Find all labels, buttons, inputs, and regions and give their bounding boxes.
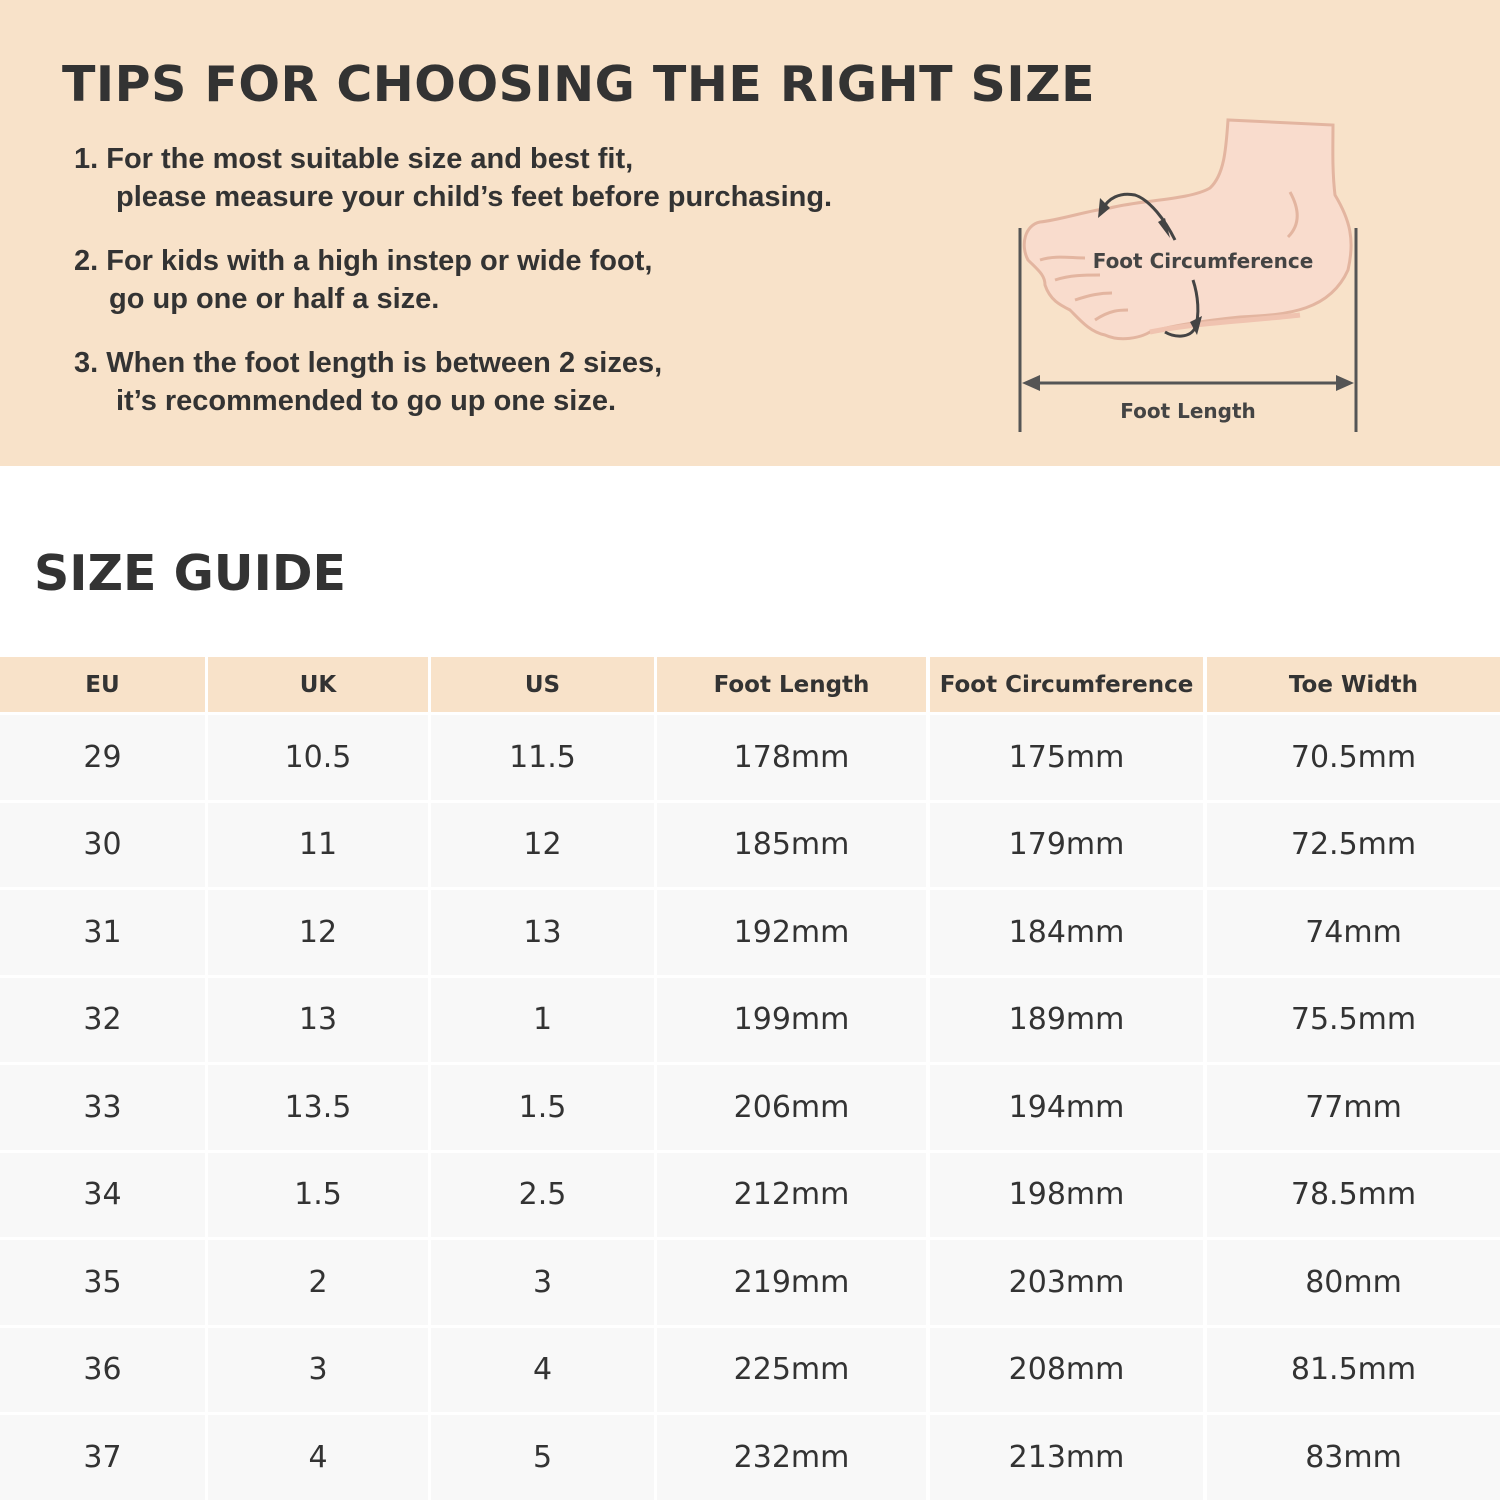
table-cell: 179mm [930, 802, 1203, 887]
table-cell: 185mm [657, 802, 926, 887]
table-cell: 11 [208, 802, 428, 887]
column-header: Foot Length [657, 657, 926, 712]
table-cell: 213mm [930, 1415, 1203, 1500]
foot-illustration [1022, 118, 1353, 341]
table-row: 32 13 1 199mm 189mm 75.5mm [0, 977, 1500, 1062]
table-cell: 2.5 [431, 1152, 654, 1237]
tip-2-line1: 2. For kids with a high instep or wide f… [74, 245, 653, 277]
table-row: 30 11 12 185mm 179mm 72.5mm [0, 802, 1500, 887]
table-cell: 34 [0, 1152, 205, 1237]
table-cell: 70.5mm [1207, 715, 1500, 800]
table-cell: 83mm [1207, 1415, 1500, 1500]
size-guide-title: SIZE GUIDE [34, 545, 346, 602]
column-header: Foot Circumference [930, 657, 1203, 712]
tip-1-line2: please measure your child’s feet before … [116, 181, 833, 213]
table-cell: 80mm [1207, 1240, 1500, 1325]
table-cell: 11.5 [431, 715, 654, 800]
column-header: EU [0, 657, 205, 712]
table-cell: 194mm [930, 1065, 1203, 1150]
table-row: 37 4 5 232mm 213mm 83mm [0, 1415, 1500, 1500]
table-cell: 3 [431, 1240, 654, 1325]
table-header: EU UK US Foot Length Foot Circumference Toe W… [0, 657, 1500, 712]
foot-length-label: Foot Length [1120, 399, 1256, 423]
table-cell: 72.5mm [1207, 802, 1500, 887]
foot-circumference-label: Foot Circumference [1093, 249, 1314, 273]
tips-title: TIPS FOR CHOOSING THE RIGHT SIZE [62, 56, 1096, 113]
column-header: UK [208, 657, 428, 712]
table-cell: 12 [431, 802, 654, 887]
column-header: US [431, 657, 654, 712]
table-cell: 5 [431, 1415, 654, 1500]
tip-3: 3. When the foot length is between 2 siz… [74, 344, 662, 420]
table-cell: 199mm [657, 977, 926, 1062]
table-cell: 2 [208, 1240, 428, 1325]
table-row: 31 12 13 192mm 184mm 74mm [0, 890, 1500, 975]
table-cell: 1 [431, 977, 654, 1062]
table-row: 36 3 4 225mm 208mm 81.5mm [0, 1327, 1500, 1412]
tip-1-line1: 1. For the most suitable size and best f… [74, 143, 634, 175]
tip-2-line2: go up one or half a size. [109, 283, 440, 315]
table-cell: 3 [208, 1327, 428, 1412]
table-row: 35 2 3 219mm 203mm 80mm [0, 1240, 1500, 1325]
table-cell: 37 [0, 1415, 205, 1500]
table-cell: 33 [0, 1065, 205, 1150]
table-cell: 198mm [930, 1152, 1203, 1237]
tips-section: TIPS FOR CHOOSING THE RIGHT SIZE 1. For … [0, 0, 1500, 466]
table-cell: 1.5 [208, 1152, 428, 1237]
table-cell: 12 [208, 890, 428, 975]
table-cell: 78.5mm [1207, 1152, 1500, 1237]
table-cell: 13 [431, 890, 654, 975]
table-row: 33 13.5 1.5 206mm 194mm 77mm [0, 1065, 1500, 1150]
table-cell: 74mm [1207, 890, 1500, 975]
table-row: 29 10.5 11.5 178mm 175mm 70.5mm [0, 715, 1500, 800]
table-cell: 175mm [930, 715, 1203, 800]
table-cell: 35 [0, 1240, 205, 1325]
table-cell: 10.5 [208, 715, 428, 800]
table-cell: 219mm [657, 1240, 926, 1325]
table-cell: 13 [208, 977, 428, 1062]
table-cell: 36 [0, 1327, 205, 1412]
table-cell: 4 [208, 1415, 428, 1500]
table-cell: 192mm [657, 890, 926, 975]
table-cell: 31 [0, 890, 205, 975]
table-cell: 189mm [930, 977, 1203, 1062]
table-cell: 75.5mm [1207, 977, 1500, 1062]
table-cell: 178mm [657, 715, 926, 800]
table-cell: 206mm [657, 1065, 926, 1150]
tip-1: 1. For the most suitable size and best f… [74, 140, 832, 216]
table-cell: 184mm [930, 890, 1203, 975]
tip-2: 2. For kids with a high instep or wide f… [74, 242, 652, 318]
table-cell: 81.5mm [1207, 1327, 1500, 1412]
table-cell: 232mm [657, 1415, 926, 1500]
table-cell: 203mm [930, 1240, 1203, 1325]
column-header: Toe Width [1207, 657, 1500, 712]
table-cell: 225mm [657, 1327, 926, 1412]
tip-3-line2: it’s recommended to go up one size. [116, 385, 617, 417]
foot-measurement-diagram: Foot Circumference Foot Length [1018, 118, 1358, 432]
table-cell: 13.5 [208, 1065, 428, 1150]
table-cell: 1.5 [431, 1065, 654, 1150]
table-cell: 4 [431, 1327, 654, 1412]
table-cell: 29 [0, 715, 205, 800]
table-cell: 212mm [657, 1152, 926, 1237]
table-cell: 208mm [930, 1327, 1203, 1412]
tip-3-line1: 3. When the foot length is between 2 siz… [74, 347, 663, 379]
table-cell: 30 [0, 802, 205, 887]
table-row: 34 1.5 2.5 212mm 198mm 78.5mm [0, 1152, 1500, 1237]
table-cell: 77mm [1207, 1065, 1500, 1150]
table-cell: 32 [0, 977, 205, 1062]
